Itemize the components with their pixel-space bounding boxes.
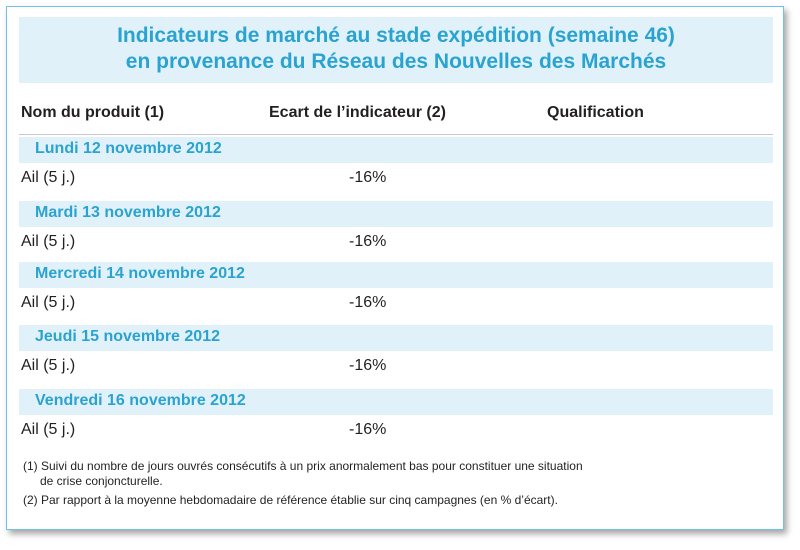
footnote-1-line-1: (1) Suivi du nombre de jours ouvrés cons… [23, 459, 583, 473]
product-name: Ail (5 j.) [21, 169, 76, 186]
day-band-wednesday: Mercredi 14 novembre 2012 [19, 262, 773, 288]
indicator-table-card: Indicateurs de marché au stade expéditio… [6, 6, 784, 530]
day-band-tuesday: Mardi 13 novembre 2012 [19, 201, 773, 227]
day-label: Jeudi 15 novembre 2012 [35, 328, 220, 345]
footnote-1-line-2: de crise conjoncturelle. [40, 474, 163, 488]
day-band-thursday: Jeudi 15 novembre 2012 [19, 325, 773, 351]
indicator-value: -16% [349, 294, 387, 311]
title-line-2: en provenance du Réseau des Nouvelles de… [125, 50, 667, 73]
header-qualification: Qualification [547, 104, 644, 121]
footnote-2: (2) Par rapport à la moyenne hebdomadair… [23, 493, 558, 507]
product-name: Ail (5 j.) [21, 233, 76, 250]
product-name: Ail (5 j.) [21, 294, 76, 311]
title-line-1: Indicateurs de marché au stade expéditio… [117, 24, 675, 47]
day-band-friday: Vendredi 16 novembre 2012 [19, 389, 773, 415]
table-header: Nom du produit (1) Ecart de l’indicateur… [19, 95, 773, 135]
day-band-monday: Lundi 12 novembre 2012 [19, 137, 773, 163]
table-row: Ail (5 j.) -16% [19, 288, 773, 320]
indicator-value: -16% [349, 357, 387, 374]
indicator-value: -16% [349, 169, 387, 186]
table-row: Ail (5 j.) -16% [19, 351, 773, 383]
table-row: Ail (5 j.) -16% [19, 163, 773, 195]
header-indicator: Ecart de l’indicateur (2) [269, 104, 446, 121]
table-row: Ail (5 j.) -16% [19, 227, 773, 259]
product-name: Ail (5 j.) [21, 357, 76, 374]
indicator-value: -16% [349, 233, 387, 250]
day-label: Mercredi 14 novembre 2012 [35, 265, 245, 282]
header-product: Nom du produit (1) [21, 104, 165, 121]
product-name: Ail (5 j.) [21, 421, 76, 438]
day-label: Vendredi 16 novembre 2012 [35, 392, 246, 409]
day-label: Mardi 13 novembre 2012 [35, 204, 221, 221]
title-banner: Indicateurs de marché au stade expéditio… [19, 17, 773, 83]
table-row: Ail (5 j.) -16% [19, 415, 773, 447]
footnotes: (1) Suivi du nombre de jours ouvrés cons… [23, 459, 763, 508]
day-label: Lundi 12 novembre 2012 [35, 140, 222, 157]
indicator-value: -16% [349, 421, 387, 438]
